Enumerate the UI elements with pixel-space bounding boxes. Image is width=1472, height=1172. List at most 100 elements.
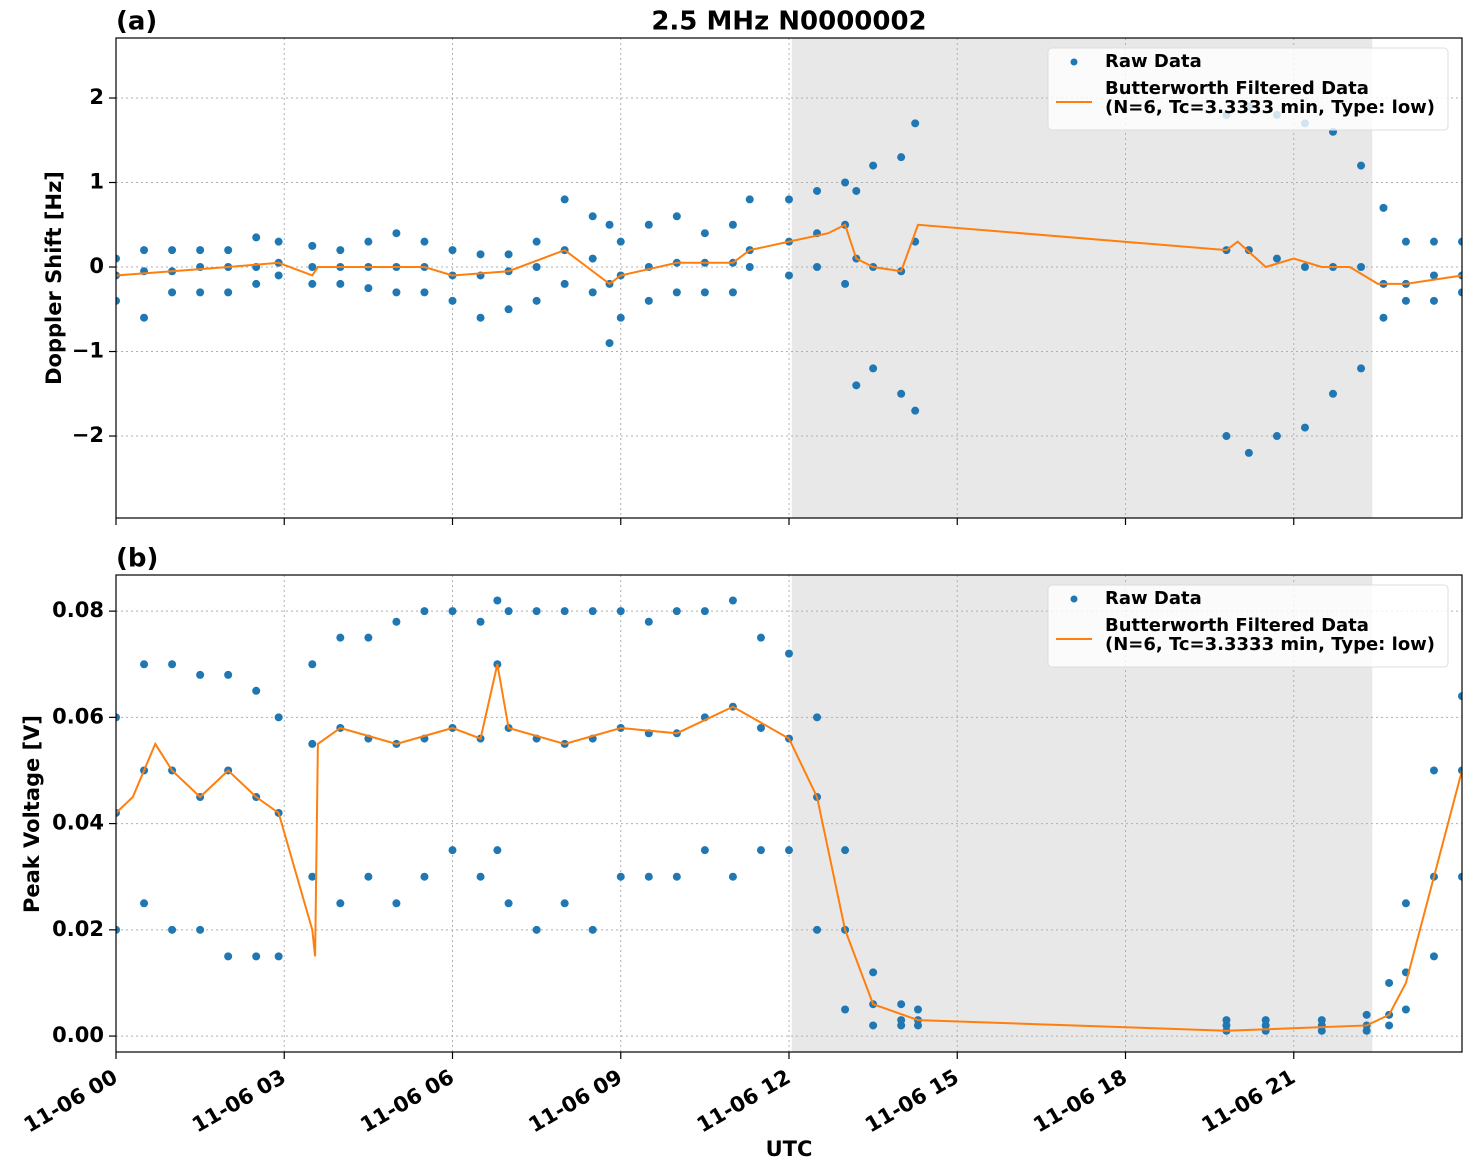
raw-point xyxy=(504,250,513,259)
raw-point xyxy=(1362,1010,1371,1019)
raw-point xyxy=(1458,692,1462,701)
raw-point xyxy=(493,846,502,855)
raw-point xyxy=(504,607,513,616)
raw-point xyxy=(644,296,653,305)
raw-point xyxy=(392,288,401,297)
raw-point xyxy=(1300,423,1309,432)
raw-point xyxy=(196,246,205,255)
raw-point xyxy=(116,296,120,305)
raw-point xyxy=(224,288,233,297)
raw-point xyxy=(745,195,754,204)
raw-point xyxy=(1300,263,1309,272)
raw-point xyxy=(869,968,878,977)
raw-point xyxy=(1222,432,1231,441)
raw-point xyxy=(785,195,793,204)
raw-point xyxy=(644,617,653,626)
raw-point xyxy=(308,241,317,250)
x-tick-label: 11-06 03 xyxy=(188,1065,290,1138)
x-axis-label: UTC xyxy=(766,1137,813,1161)
raw-point xyxy=(616,237,625,246)
raw-point xyxy=(1429,271,1438,280)
raw-point xyxy=(841,178,850,187)
filtered-line xyxy=(116,223,1462,286)
raw-point xyxy=(1401,899,1410,908)
raw-point xyxy=(224,670,233,679)
raw-point xyxy=(532,263,541,272)
raw-point xyxy=(1272,432,1281,441)
raw-point xyxy=(728,596,737,605)
y-tick-label: 2 xyxy=(89,85,104,109)
raw-point xyxy=(274,271,283,280)
raw-point xyxy=(448,607,457,616)
raw-point xyxy=(116,925,120,934)
x-tick-label: 11-06 09 xyxy=(524,1065,626,1138)
raw-point xyxy=(392,617,401,626)
y-tick-label: 0.00 xyxy=(52,1023,104,1047)
raw-point xyxy=(252,233,261,242)
x-tick-label: 11-06 21 xyxy=(1197,1065,1299,1138)
legend-label-box: Butterworth Filtered Data (N=6, Tc=3.333… xyxy=(1105,79,1435,117)
raw-point xyxy=(364,633,373,642)
raw-point xyxy=(785,271,793,280)
raw-point xyxy=(493,596,502,605)
raw-point xyxy=(1401,1005,1410,1014)
raw-point xyxy=(532,607,541,616)
raw-point xyxy=(616,872,625,881)
raw-point xyxy=(476,617,485,626)
raw-point xyxy=(700,288,709,297)
raw-point xyxy=(616,313,625,322)
legend-box xyxy=(1047,584,1449,668)
legend-label-box: Raw Data xyxy=(1105,52,1202,72)
raw-point xyxy=(504,899,513,908)
raw-point xyxy=(116,713,120,722)
raw-point xyxy=(913,1005,922,1014)
raw-point xyxy=(336,246,345,255)
raw-point xyxy=(168,925,177,934)
raw-point xyxy=(1272,254,1281,263)
raw-point xyxy=(196,288,205,297)
plot-area: 11-06 00 11-06 03 11-06 06 11-06 09 11-06 12… xyxy=(20,574,1463,1138)
raw-point xyxy=(588,254,597,263)
raw-point xyxy=(1429,296,1438,305)
raw-point xyxy=(252,686,261,695)
raw-point xyxy=(448,846,457,855)
y-tick-label: 0.08 xyxy=(52,598,104,622)
raw-point xyxy=(813,186,822,195)
raw-point xyxy=(1244,448,1253,457)
raw-point xyxy=(869,364,878,373)
raw-point xyxy=(588,925,597,934)
legend: Raw Data Butterworth Filtered Data (N=6, … xyxy=(1047,584,1449,668)
raw-point xyxy=(140,313,149,322)
x-tick-label: 11-06 06 xyxy=(356,1065,458,1138)
raw-point xyxy=(672,872,681,881)
y-tick-label: 0 xyxy=(89,254,104,278)
raw-point xyxy=(1429,237,1438,246)
raw-point xyxy=(644,872,653,881)
y-tick-label: 0.04 xyxy=(52,811,104,835)
raw-point xyxy=(168,660,177,669)
raw-point xyxy=(308,872,317,881)
raw-point xyxy=(560,899,569,908)
raw-point xyxy=(1429,952,1438,961)
raw-point xyxy=(420,607,429,616)
raw-point xyxy=(1244,246,1253,255)
raw-point xyxy=(1429,766,1438,775)
raw-point xyxy=(852,381,861,390)
raw-point xyxy=(756,633,765,642)
raw-point xyxy=(728,872,737,881)
legend-label: Raw Data xyxy=(1105,52,1202,72)
raw-point xyxy=(1458,872,1462,881)
raw-point xyxy=(841,1005,850,1014)
raw-point xyxy=(504,305,513,314)
raw-point xyxy=(672,288,681,297)
x-tick-label: 11-06 18 xyxy=(1029,1065,1131,1138)
raw-point xyxy=(308,660,317,669)
legend-label-box: Raw Data xyxy=(1105,589,1202,608)
raw-point xyxy=(224,246,233,255)
raw-point xyxy=(897,1000,906,1009)
raw-point xyxy=(532,237,541,246)
raw-point xyxy=(476,872,485,881)
raw-point xyxy=(785,846,793,855)
raw-point xyxy=(224,952,233,961)
